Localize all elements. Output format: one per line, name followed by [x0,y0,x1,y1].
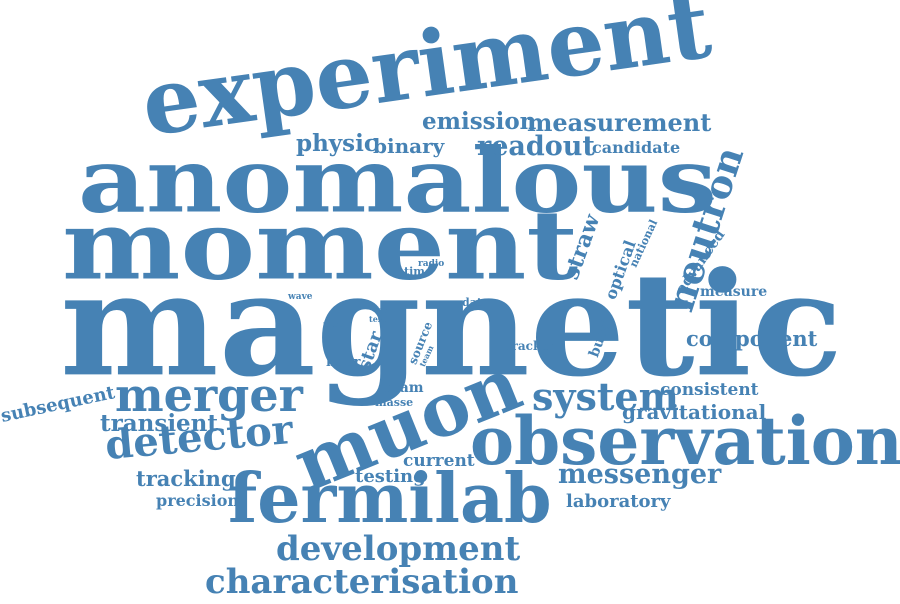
word-measure: measure [700,284,768,300]
word-binary: binary [373,134,445,158]
word-radio: radio [418,259,445,269]
word-fermilab: fermilab [228,459,552,539]
word-characterisation: characterisation [205,562,519,602]
word-day: day [374,305,388,314]
word-moment: moment [62,189,579,302]
word-hour: hour [326,355,361,370]
word-transient: transient [100,410,219,437]
word-wave: wave [288,292,313,302]
word-testing: testing [355,466,426,487]
word-tracker: tracker [506,339,556,353]
word-emission: emission [422,108,537,135]
word-masse: masse [375,396,414,409]
word-data: data [462,296,490,309]
word-system: system [532,374,679,419]
word-laboratory: laboratory [566,491,671,512]
word-physic: physic [296,130,378,157]
word-development: development [276,529,521,569]
word-candidate: candidate [592,138,681,157]
word-gravitational: gravitational [622,400,767,424]
word-precision: precision [156,491,240,510]
word-time: time [404,265,432,278]
word-observation: observation [470,402,900,480]
word-consistent: consistent [660,380,759,400]
word-readout: readout [477,131,595,162]
word-anomalous: anomalous [78,127,717,233]
word-beam: beam [381,380,424,396]
word-measurement: measurement [527,108,712,137]
word-merger: merger [115,368,303,422]
word-tracking: tracking [136,466,236,491]
word-test: test [369,314,386,324]
word-current: current [403,451,475,471]
word-component: component [686,326,818,351]
word-magnetic: magnetic [60,241,843,409]
word-messenger: messenger [558,459,722,490]
word-proc: proc [323,319,344,329]
